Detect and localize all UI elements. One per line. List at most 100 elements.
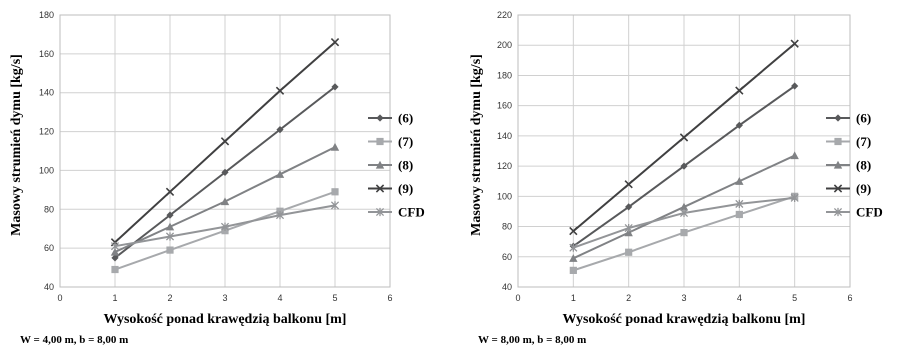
data-point — [625, 203, 633, 211]
data-point — [165, 222, 175, 231]
legend-marker — [375, 184, 385, 193]
legend-marker — [833, 207, 843, 217]
legend-marker — [375, 160, 385, 169]
chart-1: 40 60 80 100 120 140 160 180 0 1 2 3 4 5 6 (6) (7) (8) (9)… — [9, 10, 425, 327]
data-point — [790, 151, 799, 160]
data-point — [330, 38, 340, 47]
x-tick-label: 4 — [737, 293, 742, 303]
data-point — [569, 243, 578, 252]
legend-marker — [834, 137, 842, 146]
data-point — [110, 247, 120, 256]
y-tick-label: 120 — [497, 161, 512, 171]
data-point — [735, 177, 744, 185]
data-point — [276, 126, 284, 134]
y-tick-label: 140 — [39, 88, 54, 98]
data-point — [221, 168, 229, 176]
legend-label: (7) — [856, 134, 871, 149]
x-tick-label: 0 — [515, 293, 520, 303]
x-axis-label: Wysokość ponad krawędzią balkonu [m] — [563, 312, 806, 327]
y-tick-label: 140 — [497, 131, 512, 141]
data-point — [569, 254, 578, 262]
y-tick-label: 180 — [497, 70, 512, 80]
data-point — [624, 180, 633, 189]
data-point — [275, 86, 285, 95]
x-tick-label: 6 — [847, 293, 852, 303]
y-tick-label: 160 — [497, 101, 512, 111]
data-point — [679, 202, 689, 211]
legend-marker — [834, 114, 842, 122]
y-tick-label: 80 — [502, 222, 512, 232]
y-tick-label: 100 — [497, 191, 512, 201]
data-point — [331, 188, 339, 196]
data-point — [220, 137, 230, 146]
x-tick-label: 2 — [167, 293, 172, 303]
data-point — [220, 197, 230, 206]
data-point — [735, 121, 743, 129]
x-tick-label: 3 — [681, 293, 686, 303]
data-point — [165, 187, 175, 196]
data-point — [569, 266, 577, 274]
data-point — [165, 232, 175, 241]
data-point — [735, 199, 744, 208]
legend-label: (6) — [398, 111, 413, 126]
y-tick-label: 40 — [44, 282, 54, 292]
x-tick-label: 5 — [332, 293, 337, 303]
chart-2: 40 60 80 100 120 140 160 180 200 220 0 1 2 3 4 5 6 (6) (7)… — [469, 10, 883, 327]
data-point — [735, 210, 743, 219]
legend-label: (8) — [398, 158, 413, 173]
data-point — [680, 162, 688, 170]
data-point — [220, 222, 230, 231]
legend-marker — [833, 184, 843, 193]
y-axis-label: Masowy strumień dymu [kg/s] — [469, 54, 484, 236]
data-point — [166, 246, 174, 254]
y-tick-label: 100 — [39, 165, 54, 175]
x-tick-label: 1 — [112, 293, 117, 303]
legend-label: CFD — [398, 205, 425, 220]
caption-chart-1: W = 4,00 m, b = 8,00 m — [20, 334, 129, 346]
y-axis-label: Masowy strumień dymu [kg/s] — [9, 54, 24, 236]
legend-marker — [376, 114, 384, 122]
y-tick-label: 40 — [502, 282, 512, 292]
x-tick-label: 2 — [626, 293, 631, 303]
legend-marker — [376, 137, 384, 146]
x-axis-label: Wysokość ponad krawędzią balkonu [m] — [104, 312, 347, 327]
data-point — [791, 82, 799, 90]
x-tick-label: 1 — [571, 293, 576, 303]
data-point — [624, 228, 633, 237]
legend-label: (7) — [398, 134, 413, 149]
x-tick-label: 0 — [57, 293, 62, 303]
y-tick-label: 200 — [497, 40, 512, 50]
y-tick-label: 80 — [44, 204, 54, 214]
data-point — [790, 193, 799, 202]
caption-chart-2: W = 8,00 m, b = 8,00 m — [478, 334, 587, 346]
x-tick-label: 4 — [277, 293, 282, 303]
data-point — [680, 229, 688, 237]
y-tick-label: 60 — [502, 252, 512, 262]
data-point — [735, 86, 744, 95]
y-tick-label: 120 — [39, 127, 54, 137]
legend-marker — [375, 207, 385, 217]
legend-label: (9) — [856, 181, 871, 196]
legend-label: CFD — [856, 205, 883, 220]
data-point — [679, 208, 689, 218]
data-point — [166, 211, 174, 219]
x-tick-label: 5 — [792, 293, 797, 303]
plot-area — [59, 14, 391, 288]
y-tick-label: 220 — [497, 10, 512, 20]
y-tick-label: 60 — [44, 243, 54, 253]
legend-marker — [833, 160, 843, 169]
data-point — [331, 83, 339, 91]
legend-label: (6) — [856, 111, 871, 126]
data-point — [330, 142, 340, 151]
x-tick-label: 3 — [222, 293, 227, 303]
data-point — [110, 242, 120, 251]
data-point — [330, 201, 340, 210]
y-tick-label: 160 — [39, 49, 54, 59]
y-tick-label: 180 — [39, 10, 54, 20]
legend-label: (9) — [398, 181, 413, 196]
data-point — [624, 223, 633, 233]
x-tick-label: 6 — [387, 293, 392, 303]
data-point — [625, 248, 633, 256]
